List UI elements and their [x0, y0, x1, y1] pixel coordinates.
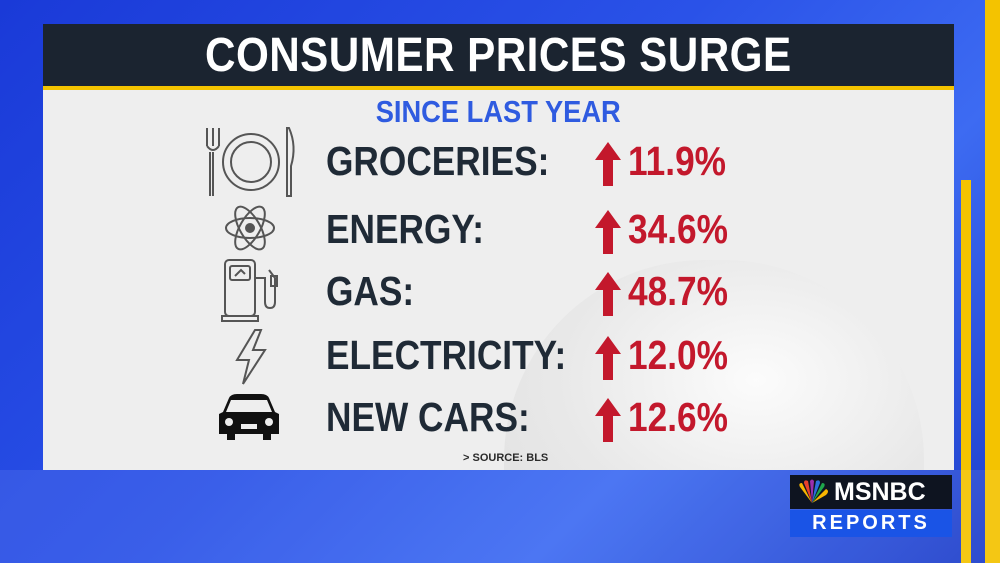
item-value: 12.0%: [628, 332, 728, 378]
logo-top: MSNBC: [790, 475, 952, 509]
yellow-stripe-right: [985, 0, 1000, 563]
list-item: GROCERIES: 11.9%: [43, 127, 954, 197]
logo-bottom: REPORTS: [790, 510, 952, 537]
content-panel: SINCE LAST YEAR GROCERIES: 11.9% ENERGY:: [43, 90, 954, 470]
item-label: GROCERIES:: [326, 138, 550, 184]
arrow-up-icon: [595, 272, 621, 316]
arrow-up-icon: [595, 142, 621, 186]
lightning-bolt-icon: [235, 329, 267, 385]
item-label: NEW CARS:: [326, 394, 530, 440]
logo-brand: MSNBC: [834, 477, 926, 506]
car-icon: [219, 394, 279, 440]
arrow-up-icon: [595, 210, 621, 254]
list-item: NEW CARS: 12.6%: [43, 390, 954, 450]
msnbc-reports-logo: MSNBC REPORTS: [790, 475, 952, 537]
item-value: 12.6%: [628, 394, 728, 440]
arrow-up-icon: [595, 336, 621, 380]
subtitle-text: SINCE LAST YEAR: [375, 94, 622, 129]
list-item: GAS: 48.7%: [43, 259, 954, 322]
item-label: GAS:: [326, 268, 415, 314]
item-label: ENERGY:: [326, 206, 485, 252]
item-value: 11.9%: [628, 138, 727, 184]
logo-tagline: REPORTS: [812, 512, 930, 534]
atom-icon: [225, 205, 275, 251]
plate-fork-knife-icon: [206, 127, 295, 197]
title-bar: CONSUMER PRICES SURGE: [43, 24, 954, 90]
subtitle: SINCE LAST YEAR: [43, 94, 954, 130]
yellow-stripe-inner: [961, 180, 971, 563]
list-item: ELECTRICITY: 12.0%: [43, 326, 954, 386]
list-item: ENERGY: 34.6%: [43, 200, 954, 260]
page-title: CONSUMER PRICES SURGE: [205, 28, 792, 82]
arrow-up-icon: [595, 398, 621, 442]
item-value: 34.6%: [628, 206, 728, 252]
source-note: > SOURCE: BLS: [463, 452, 549, 464]
item-label: ELECTRICITY:: [326, 332, 567, 378]
peacock-icon: [799, 479, 828, 503]
gas-pump-icon: [221, 259, 278, 322]
item-value: 48.7%: [628, 268, 728, 314]
